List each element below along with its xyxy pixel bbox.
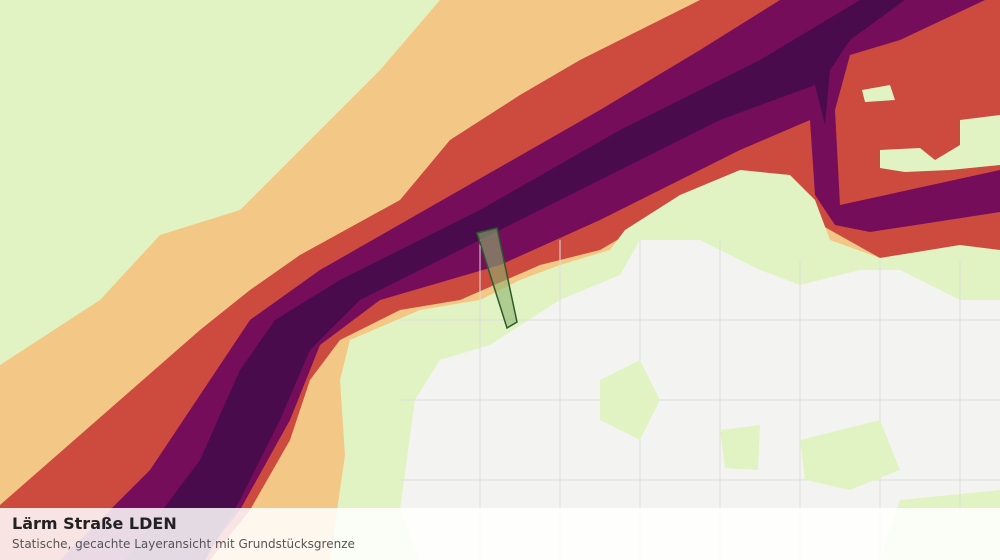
green-patch — [600, 360, 660, 440]
quiet-area-right — [880, 115, 1000, 172]
legend-footer: Lärm Straße LDEN Statische, gecachte Lay… — [0, 508, 1000, 560]
noise-band-purple — [60, 0, 1000, 560]
layer-title: Lärm Straße LDEN — [12, 514, 177, 533]
green-patch — [720, 425, 760, 470]
parcel-grid — [400, 240, 1000, 560]
layer-subtitle: Statische, gecachte Layeransicht mit Gru… — [12, 537, 355, 551]
parcel-boundary — [476, 227, 518, 330]
quiet-area-upper — [862, 85, 895, 102]
noise-band-dark-purple — [125, 0, 905, 560]
green-patch — [800, 420, 900, 490]
